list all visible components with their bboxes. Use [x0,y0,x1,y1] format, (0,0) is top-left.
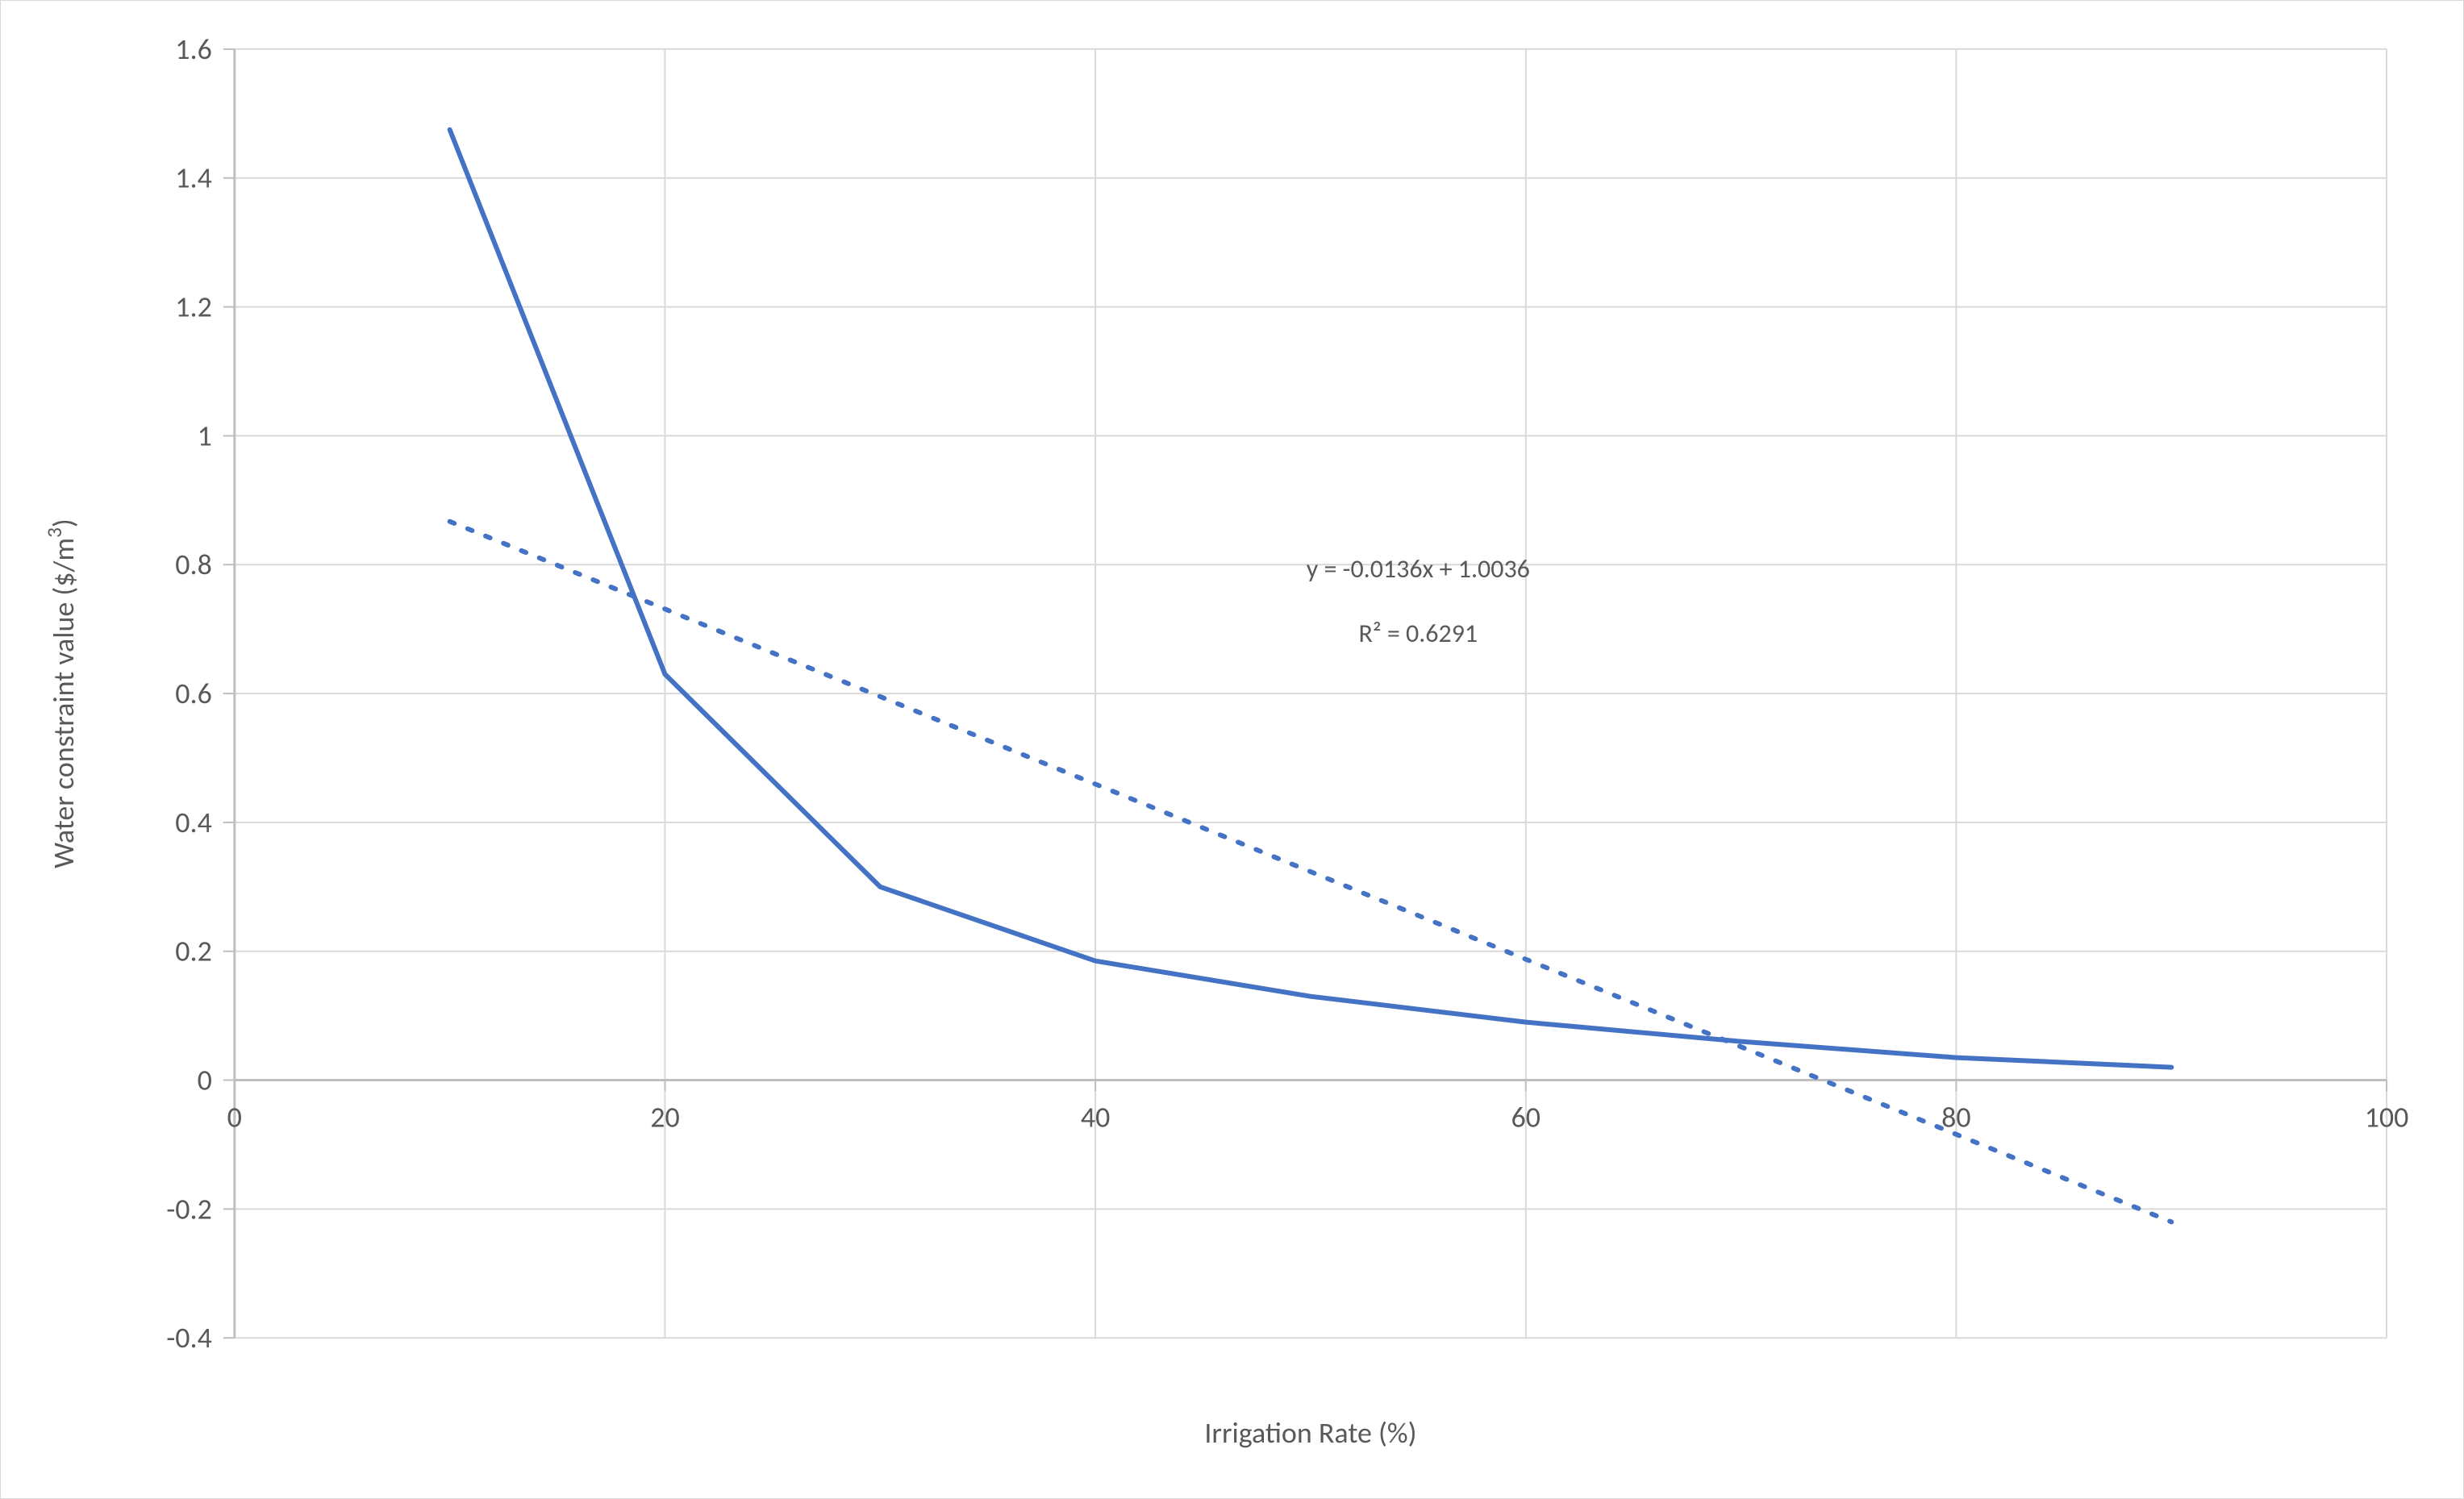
y-tick-label: 0.8 [175,547,212,582]
x-tick-label: 80 [1941,1100,1970,1135]
x-tick-label: 60 [1511,1100,1541,1135]
x-axis-label: Irrigation Rate (%) [1204,1415,1416,1451]
y-tick-label: -0.2 [166,1191,212,1226]
x-tick-label: 20 [650,1100,679,1135]
rsquared-annotation: R² = 0.6291 [1359,618,1478,649]
x-tick-label: 100 [2365,1100,2409,1135]
x-tick-label: 0 [227,1100,242,1135]
y-tick-label: 0.2 [175,934,212,969]
y-tick-label: 1.4 [175,160,212,196]
y-tick-label: -0.4 [166,1320,212,1355]
y-tick-label: 0 [198,1063,212,1098]
y-tick-label: 1.2 [175,289,212,325]
y-tick-label: 1 [198,418,212,453]
chart-container: 0 20 40 60 80 100 -0.4 -0.2 0 0.2 0.4 0.6 0.8 1 1.2 1.4… [0,0,2464,1499]
y-tick-label: 0.4 [175,805,212,840]
line-chart: 0 20 40 60 80 100 -0.4 -0.2 0 0.2 0.4 0.6 0.8 1 1.2 1.4… [1,1,2463,1498]
x-tick-label: 40 [1081,1100,1110,1135]
y-tick-label: 0.6 [175,676,212,711]
y-tick-label: 1.6 [175,31,212,67]
y-axis-label: Water constraint value ($/m3) [41,518,81,868]
equation-annotation: y = -0.0136x + 1.0036 [1307,553,1530,585]
